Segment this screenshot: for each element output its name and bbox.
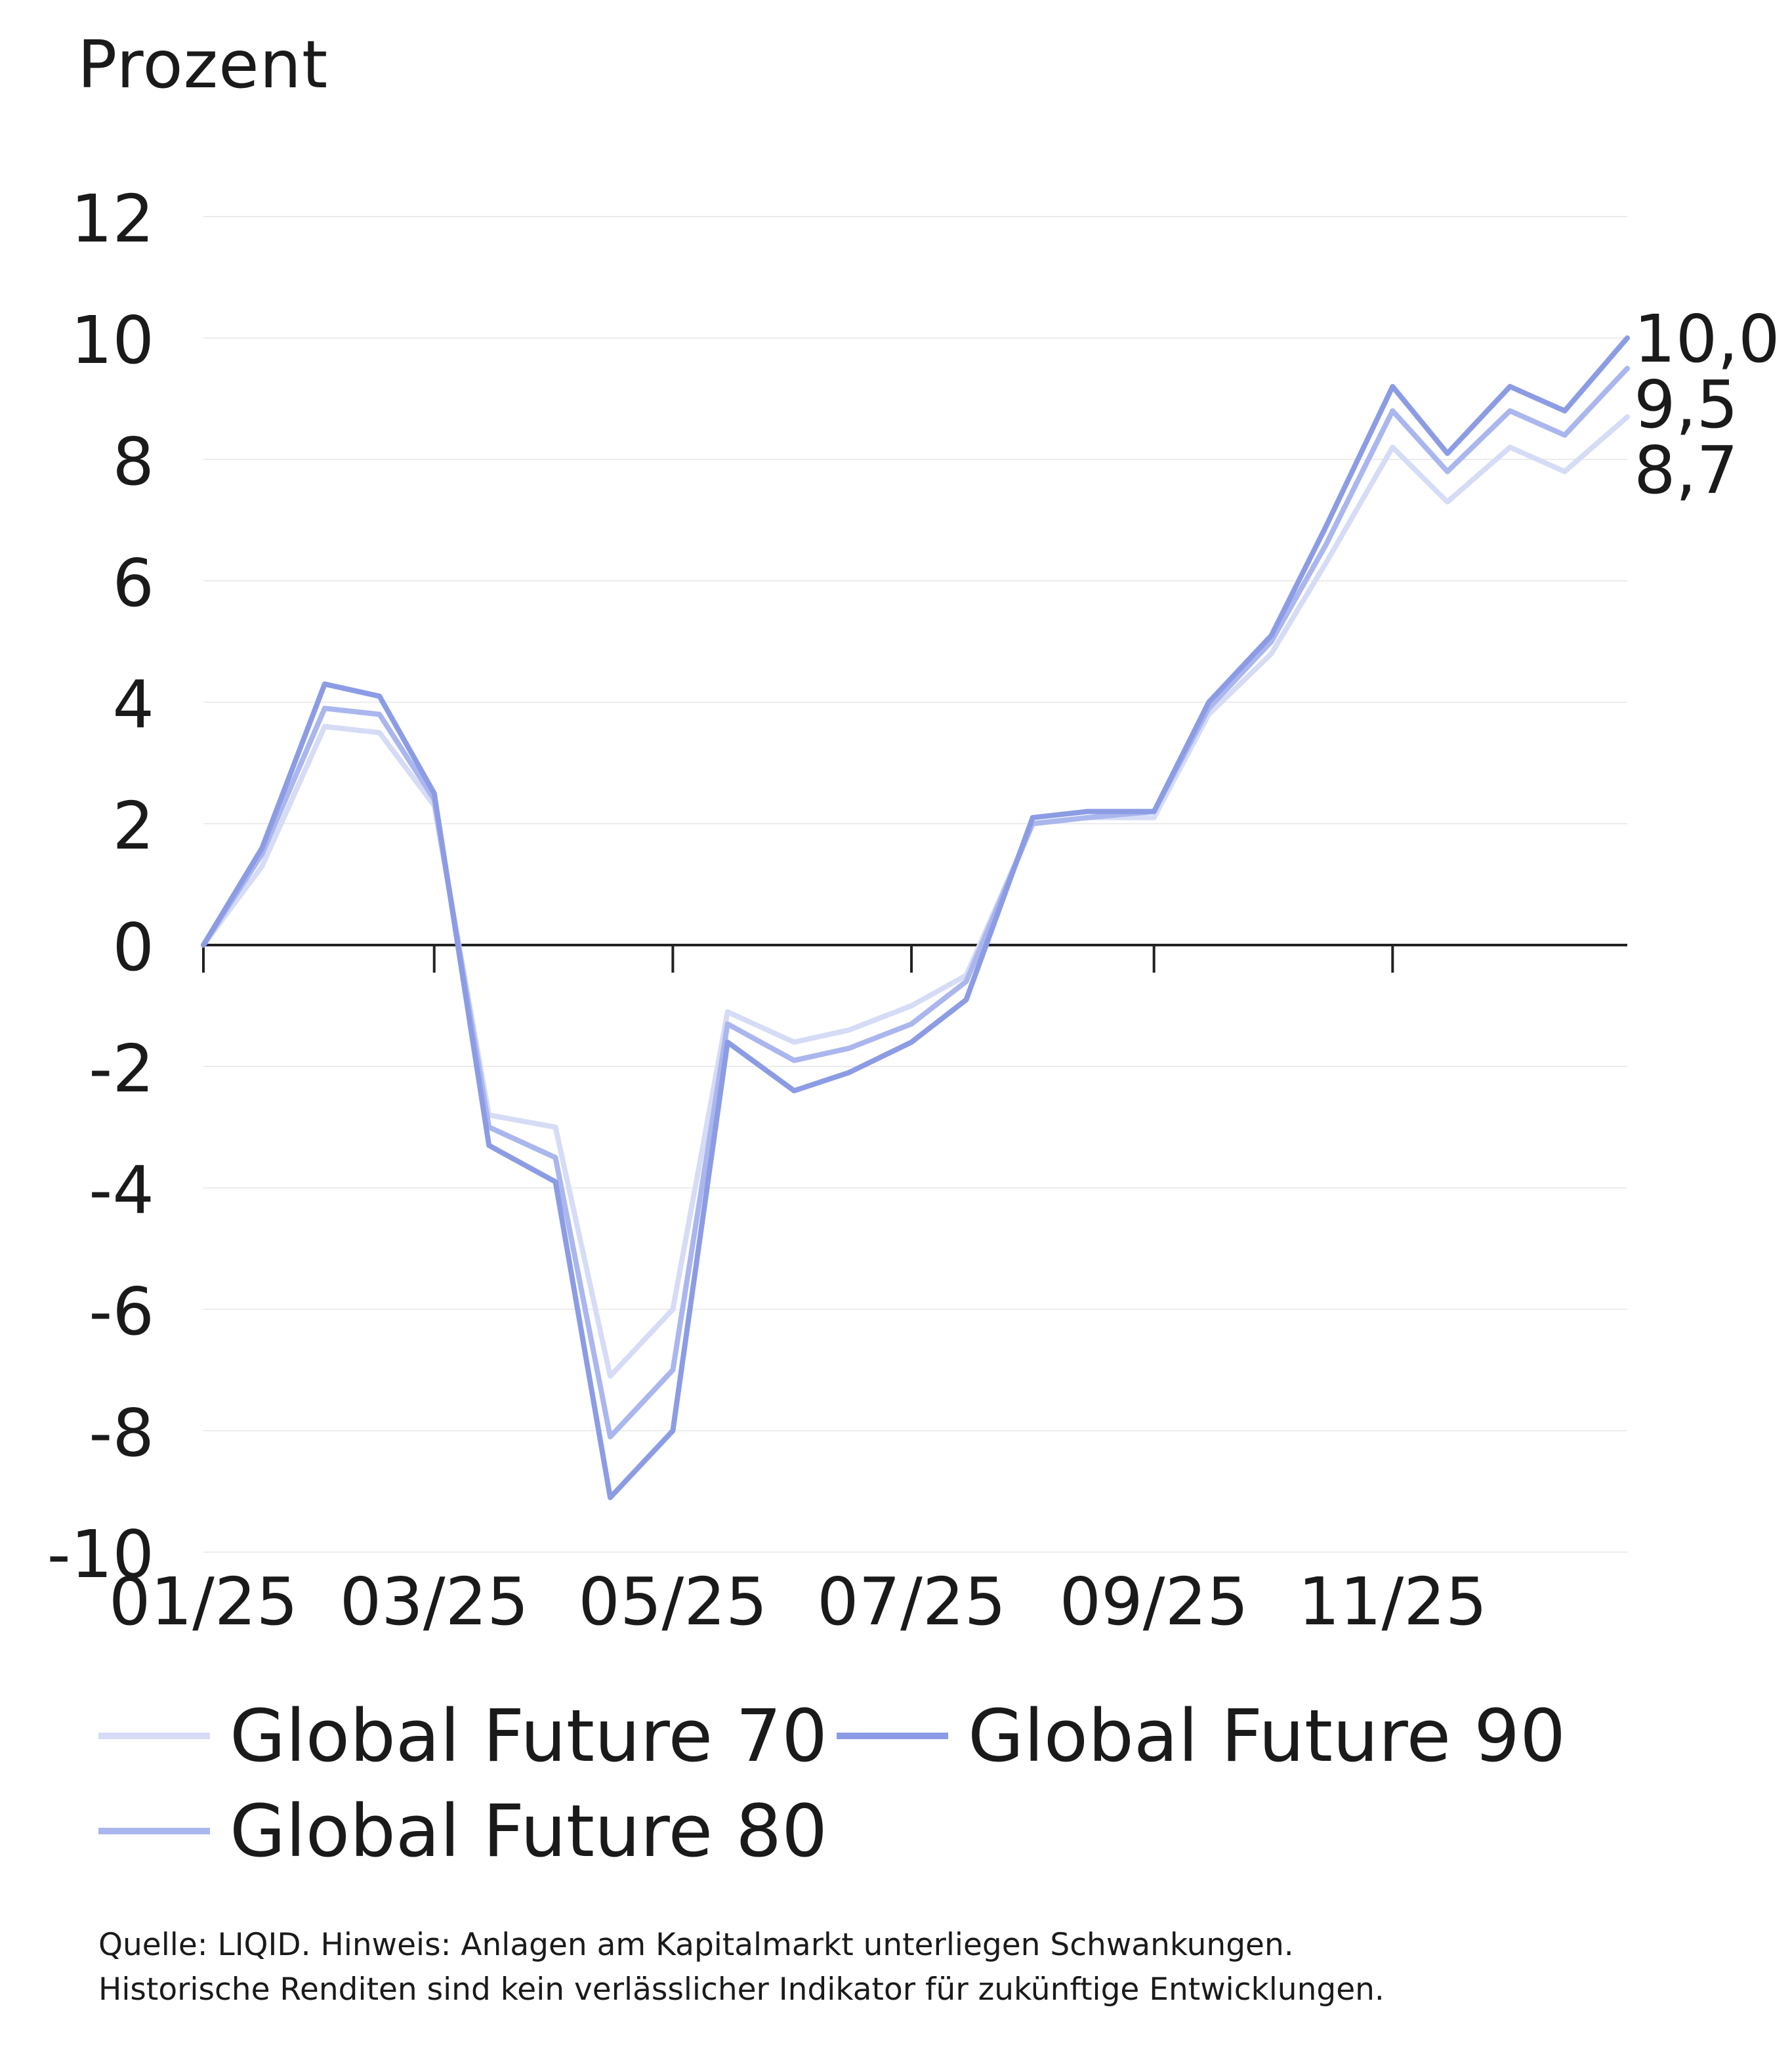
gridlines (203, 216, 1627, 1553)
legend-label: Global Future 80 (230, 1789, 828, 1873)
source-line-1: Quelle: LIQID. Hinweis: Anlagen am Kapit… (98, 1927, 1294, 1963)
x-tick-label: 11/25 (1298, 1563, 1487, 1640)
x-tick-label: 01/25 (109, 1563, 298, 1640)
x-tick-label: 09/25 (1060, 1563, 1249, 1640)
y-tick-label: 8 (112, 423, 154, 500)
legend-swatch-global-future-70 (98, 1733, 210, 1739)
line-chart: 12 10 8 6 4 2 0 -2 -4 -6 -8 -10 01/25 03/25 05/25 07/2… (47, 180, 1780, 1640)
end-value-label: 8,7 (1634, 432, 1738, 509)
legend-item-global-future-80[interactable]: Global Future 80 (98, 1788, 827, 1874)
legend-swatch-global-future-90 (837, 1733, 948, 1739)
source-line-2: Historische Renditen sind kein verlässli… (98, 1971, 1385, 2008)
source-note: Quelle: LIQID. Hinweis: Anlagen am Kapit… (98, 1923, 1385, 2012)
end-value-labels: 8,79,510,0 (1634, 301, 1780, 509)
end-value-label: 10,0 (1634, 301, 1780, 377)
legend-item-global-future-90[interactable]: Global Future 90 (837, 1693, 1566, 1779)
y-tick-label: 2 (112, 788, 154, 864)
series-line-global-future-80 (201, 366, 1630, 1440)
legend-swatch-global-future-80 (98, 1828, 210, 1834)
y-axis-ticks: 12 10 8 6 4 2 0 -2 -4 -6 -8 -10 (47, 180, 154, 1593)
y-tick-label: 12 (71, 180, 154, 257)
y-tick-label: 6 (112, 545, 154, 622)
end-value-label: 9,5 (1634, 366, 1738, 443)
y-tick-label: -6 (89, 1273, 154, 1350)
series-lines (201, 335, 1630, 1500)
y-tick-label: -4 (89, 1152, 154, 1229)
y-tick-label: -10 (47, 1516, 154, 1593)
legend-label: Global Future 90 (968, 1694, 1566, 1778)
x-axis-ticks: 01/25 03/25 05/25 07/25 09/25 11/25 (109, 945, 1487, 1640)
x-tick-label: 03/25 (340, 1563, 529, 1640)
legend-item-global-future-70[interactable]: Global Future 70 (98, 1693, 827, 1779)
series-line-global-future-70 (201, 414, 1630, 1379)
y-tick-label: 0 (112, 909, 154, 986)
y-axis-title: Prozent (77, 26, 329, 103)
y-tick-label: 10 (71, 302, 154, 379)
series-line-global-future-90 (201, 335, 1630, 1500)
y-tick-label: -2 (89, 1030, 154, 1107)
y-tick-label: -8 (89, 1395, 154, 1471)
legend-label: Global Future 70 (230, 1694, 828, 1778)
x-tick-label: 05/25 (578, 1563, 767, 1640)
y-tick-label: 4 (112, 666, 154, 743)
x-tick-label: 07/25 (817, 1563, 1006, 1640)
